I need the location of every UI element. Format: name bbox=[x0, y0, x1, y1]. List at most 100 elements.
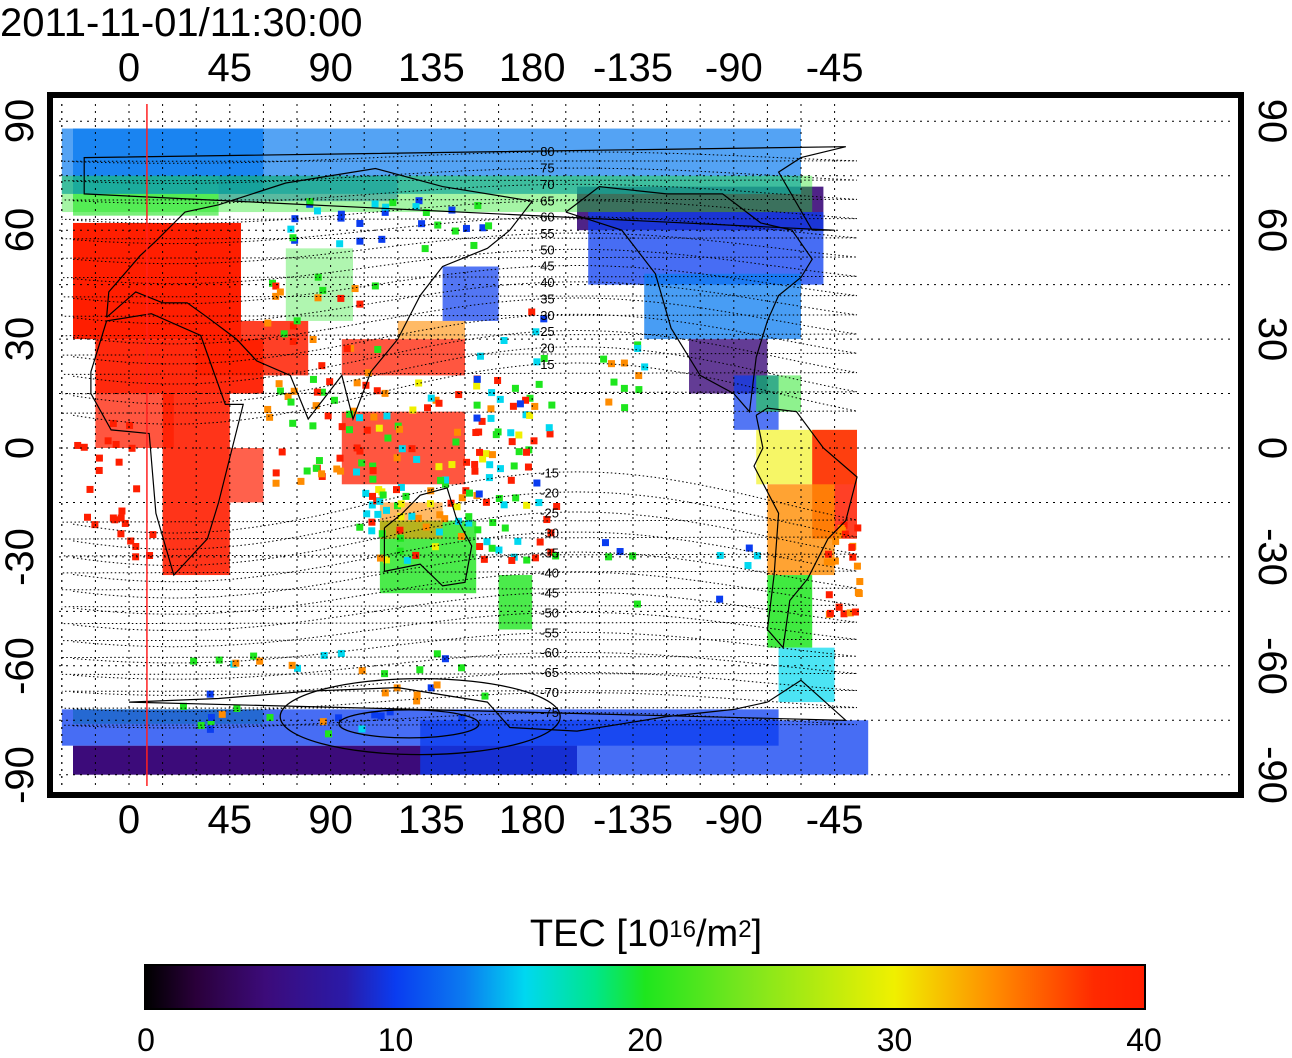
bottom-lon-label: 90 bbox=[308, 798, 353, 842]
tec-pixel bbox=[547, 529, 555, 537]
tec-pixel bbox=[452, 438, 460, 446]
coastline bbox=[90, 313, 244, 577]
tec-pixel bbox=[396, 425, 404, 433]
tec-pixel bbox=[431, 543, 439, 551]
tec-pixel bbox=[616, 548, 624, 556]
tec-pixel bbox=[492, 431, 500, 439]
left-lat-label: -30 bbox=[0, 527, 42, 586]
tec-pixel bbox=[276, 288, 284, 296]
tec-pixel bbox=[841, 530, 849, 538]
tec-pixel bbox=[511, 384, 519, 392]
tec-pixel bbox=[206, 690, 214, 698]
tec-pixel bbox=[324, 412, 332, 420]
tec-pixel bbox=[548, 401, 556, 409]
tec-pixel bbox=[309, 335, 317, 343]
mlat-contour bbox=[61, 611, 858, 648]
tec-pixel bbox=[414, 514, 422, 522]
tec-pixel bbox=[455, 391, 463, 399]
tec-pixel bbox=[540, 315, 548, 323]
tec-pixel bbox=[745, 544, 753, 552]
tec-pixel bbox=[470, 241, 478, 249]
tec-pixel bbox=[413, 455, 421, 463]
tec-pixel bbox=[337, 649, 345, 657]
tec-pixel bbox=[336, 240, 344, 248]
tec-pixel bbox=[633, 600, 641, 608]
right-lat-label: 0 bbox=[1250, 436, 1292, 460]
tec-pixel bbox=[540, 355, 548, 363]
tec-pixel bbox=[382, 203, 390, 211]
tec-pixel bbox=[634, 341, 642, 349]
tec-pixel bbox=[495, 494, 503, 502]
tec-pixel bbox=[376, 497, 384, 505]
contour-label: -25 bbox=[540, 506, 559, 521]
mlat-contour bbox=[61, 297, 858, 345]
tec-pixel bbox=[848, 543, 856, 551]
tec-pixel bbox=[422, 523, 430, 531]
tec-pixel bbox=[523, 448, 531, 456]
coastline bbox=[106, 167, 534, 421]
tec-pixel bbox=[330, 396, 338, 404]
antarctic-contour bbox=[279, 677, 561, 756]
tec-pixel bbox=[293, 317, 301, 325]
contour-label: -70 bbox=[540, 685, 559, 700]
tec-pixel bbox=[362, 489, 370, 497]
tec-pixel bbox=[146, 552, 154, 560]
tec-pixel bbox=[530, 437, 538, 445]
tec-pixel bbox=[290, 387, 298, 395]
tec-pixel bbox=[381, 670, 389, 678]
tec-pixel bbox=[435, 528, 443, 536]
tec-pixel bbox=[442, 476, 450, 484]
contour-label: -45 bbox=[540, 585, 559, 600]
tec-pixel bbox=[457, 532, 465, 540]
contour-label: 75 bbox=[540, 161, 554, 176]
tec-pixel bbox=[458, 494, 466, 502]
coastline bbox=[383, 487, 473, 587]
tec-pixel bbox=[297, 477, 305, 485]
tec-pixel bbox=[605, 398, 613, 406]
tec-pixel bbox=[471, 460, 479, 468]
tec-pixel bbox=[421, 245, 429, 253]
tec-pixel bbox=[453, 503, 461, 511]
bottom-lon-label: -90 bbox=[704, 798, 763, 842]
tec-pixel bbox=[291, 215, 299, 223]
tec-pixel bbox=[397, 483, 405, 491]
tec-pixel bbox=[474, 526, 482, 534]
tec-pixel bbox=[353, 444, 361, 452]
top-lon-label: -90 bbox=[704, 46, 763, 90]
contour-label: 35 bbox=[540, 291, 554, 306]
tec-pixel bbox=[433, 650, 441, 658]
contour-label: -65 bbox=[540, 665, 559, 680]
tec-pixel bbox=[275, 380, 283, 388]
tec-pixel bbox=[266, 713, 274, 721]
top-lon-label: 0 bbox=[117, 46, 141, 90]
tec-pixel bbox=[127, 537, 135, 545]
tec-pixel bbox=[351, 285, 359, 293]
mlat-contour bbox=[61, 346, 858, 405]
tec-pixel bbox=[483, 538, 491, 546]
tec-pixel bbox=[408, 512, 416, 520]
tec-pixel bbox=[91, 521, 99, 529]
tec-pixel bbox=[508, 556, 516, 564]
tec-pixel bbox=[338, 423, 346, 431]
tec-pixel bbox=[472, 429, 480, 437]
tec-pixel bbox=[485, 474, 493, 482]
top-lon-label: -45 bbox=[805, 46, 864, 90]
tec-pixel bbox=[358, 725, 366, 733]
tec-pixel bbox=[272, 282, 280, 290]
tec-pixel bbox=[337, 467, 345, 475]
tec-pixel bbox=[473, 414, 481, 422]
contour-label: 20 bbox=[540, 340, 554, 355]
contour-label: -15 bbox=[540, 466, 559, 481]
tec-pixel bbox=[478, 417, 486, 425]
mlat-contour bbox=[61, 248, 858, 285]
tec-pixel bbox=[441, 515, 449, 523]
tec-pixel bbox=[382, 556, 390, 564]
tec-region bbox=[756, 375, 801, 412]
tec-pixel bbox=[381, 389, 389, 397]
tec-pixel bbox=[487, 405, 495, 413]
tec-pixel bbox=[422, 209, 430, 217]
tec-pixel bbox=[396, 547, 404, 555]
tec-pixel bbox=[447, 499, 455, 507]
tec-pixel bbox=[488, 389, 496, 397]
